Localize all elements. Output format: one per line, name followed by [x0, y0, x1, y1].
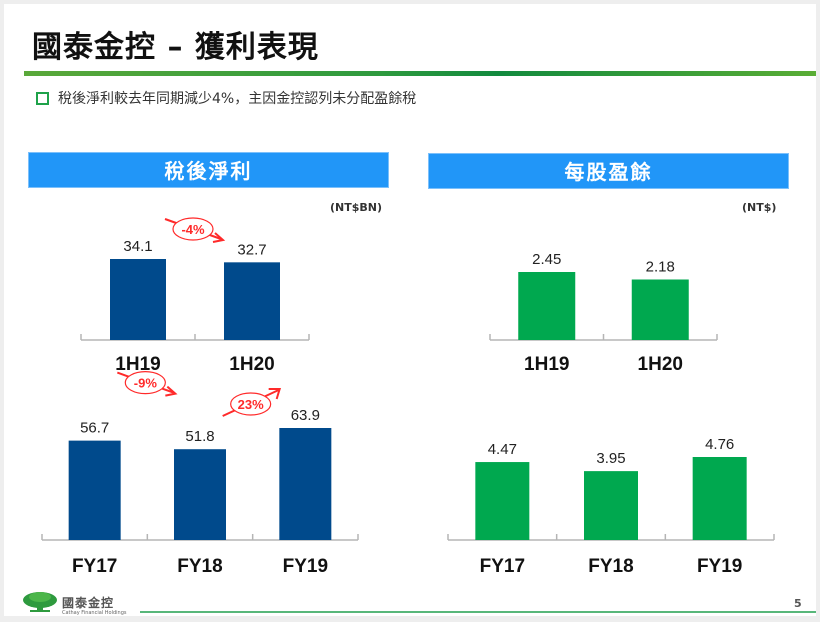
bar-fy18: [584, 471, 638, 540]
category-label: 1H19: [524, 354, 569, 375]
change-label: -9%: [134, 376, 158, 391]
logo-name-en: Cathay Financial Holdings: [62, 610, 127, 616]
data-label: 32.7: [237, 241, 266, 258]
bar-1h19: [110, 259, 166, 340]
title-divider: [24, 71, 816, 76]
eps-unit: (NT$): [742, 201, 777, 214]
bar-1h20: [631, 279, 689, 340]
category-label: FY18: [177, 556, 222, 577]
slide: 國泰金控 – 獲利表現 稅後淨利較去年同期減少4%，主因金控認列未分配盈餘稅 稅…: [4, 4, 816, 616]
tree-icon: [23, 592, 57, 612]
net-income-unit: (NT$BN): [330, 201, 383, 214]
bar-fy19: [692, 457, 747, 540]
data-label: 2.18: [646, 258, 675, 275]
category-label: FY18: [588, 556, 633, 577]
eps-header: 每股盈餘: [428, 153, 789, 189]
bullet-text: 稅後淨利較去年同期減少4%，主因金控認列未分配盈餘稅: [58, 91, 417, 107]
category-label: FY17: [72, 556, 117, 577]
data-label: 63.9: [291, 407, 320, 424]
category-label: 1H19: [115, 354, 160, 375]
change-bubble: [230, 392, 272, 416]
category-label: 1H20: [229, 354, 274, 375]
data-label: 51.8: [185, 428, 214, 445]
arrowhead-icon: [212, 232, 226, 243]
bar-1h20: [224, 262, 280, 340]
category-label: FY19: [697, 556, 742, 577]
change-bubble: [124, 371, 166, 395]
bar-fy17: [68, 440, 121, 540]
change-label: 23%: [238, 397, 264, 412]
data-label: 2.45: [532, 251, 561, 268]
data-label: 34.1: [123, 238, 152, 255]
bar-1h19: [518, 272, 576, 340]
bar-fy19: [279, 428, 332, 540]
category-label: 1H20: [638, 354, 683, 375]
data-label: 4.47: [488, 441, 517, 458]
data-label: 56.7: [80, 420, 109, 437]
data-label: 3.95: [596, 450, 625, 467]
page-number: 5: [794, 597, 802, 610]
arrowhead-icon: [268, 388, 282, 400]
net-income-header: 稅後淨利: [28, 152, 389, 188]
charts-canvas: 34.1 1H19 32.7 1H20 -4% 56.7 FY17 51.8 FY18 63.9 F…: [41, 217, 775, 577]
bullet-square-icon: [36, 92, 49, 105]
arrowhead-icon: [165, 385, 178, 397]
slide-title: 國泰金控 – 獲利表現: [32, 30, 319, 65]
data-label: 4.76: [705, 436, 734, 453]
bar-fy17: [475, 462, 530, 540]
category-label: FY17: [480, 556, 525, 577]
footer-divider: [140, 611, 816, 613]
bar-fy18: [174, 449, 226, 540]
category-label: FY19: [283, 556, 328, 577]
change-label: -4%: [181, 222, 205, 237]
logo-name-cn: 國泰金控: [62, 596, 115, 610]
change-bubble: [172, 217, 214, 241]
